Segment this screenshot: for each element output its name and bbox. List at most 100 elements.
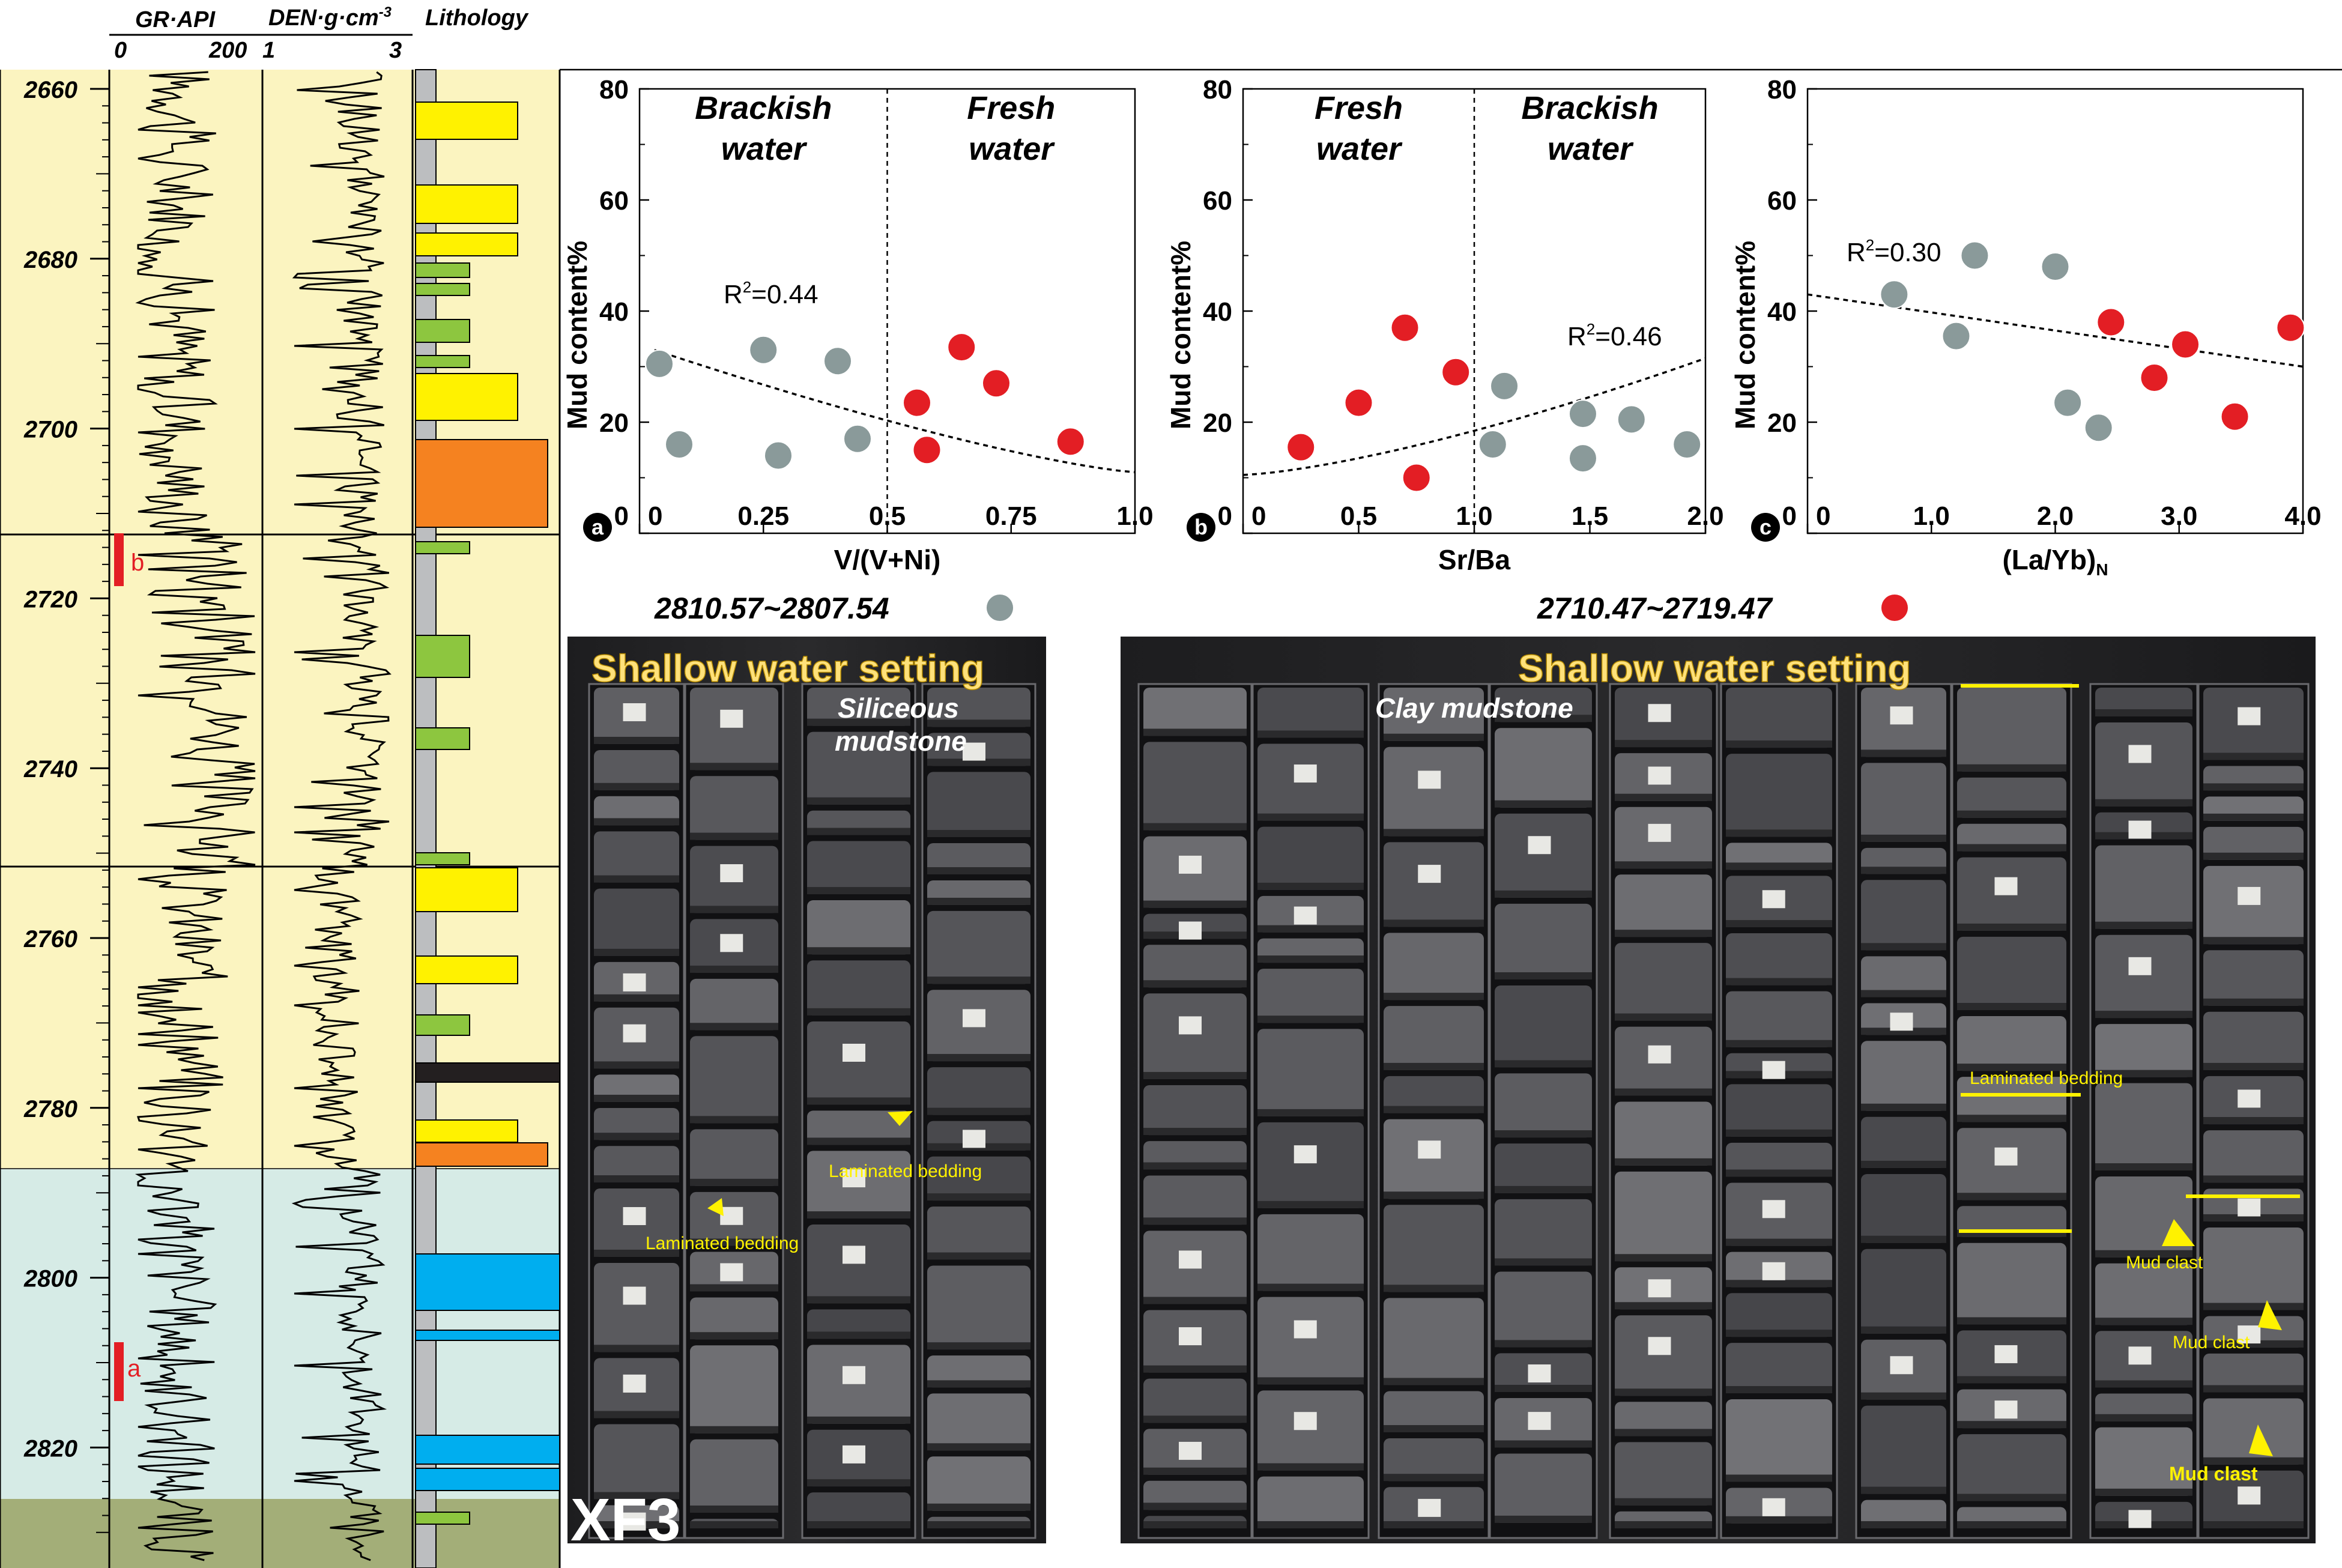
core-tag	[2238, 1486, 2261, 1505]
core-tag	[623, 973, 646, 991]
x-axis-label: Sr/Ba	[1438, 544, 1511, 575]
depth-axis: 2660 2680 2700 2720 2740 2760 2780 2800 2820	[23, 77, 109, 1533]
core-photo-right: Shallow water setting Clay mudstone Lami…	[1121, 637, 2316, 1543]
x-tick-label: 0	[1251, 501, 1266, 531]
lithology-bar-green	[415, 319, 470, 343]
core-segment	[1615, 1101, 1712, 1166]
grey-dot	[987, 595, 1013, 621]
core-tag	[623, 1207, 646, 1226]
data-point	[1617, 405, 1646, 434]
data-point	[2276, 313, 2305, 342]
svg-text:3: 3	[389, 38, 402, 63]
photo-range-right: 2710.47~2719.47	[1537, 592, 1908, 625]
core-tag	[1294, 1145, 1317, 1164]
core-tag	[963, 1130, 985, 1148]
core-tag	[1648, 704, 1671, 722]
core-segment	[690, 1297, 778, 1340]
core-tag	[1890, 1013, 1913, 1031]
panel-label-badge	[1751, 513, 1780, 542]
core-tag	[1418, 1140, 1441, 1159]
core-segment	[927, 1355, 1030, 1388]
core-segment	[1384, 933, 1484, 1000]
y-tick-label: 20	[1203, 408, 1232, 438]
den-header: DEN·g·cm-3 1 3	[262, 4, 413, 63]
core-tag	[1179, 1250, 1202, 1269]
x-tick-label: 0.25	[737, 501, 789, 531]
core-tag	[1890, 1356, 1913, 1375]
y-tick-label: 20	[1767, 408, 1797, 438]
lithology-bar-yellow	[415, 867, 518, 912]
x-tick-label: 0.5	[1340, 501, 1377, 531]
core-tag	[1179, 1441, 1202, 1460]
core-tag	[1528, 1364, 1551, 1383]
core-photo-left: Shallow water setting Siliceous mudstone…	[567, 637, 1046, 1554]
core-segment	[2203, 1227, 2304, 1310]
core-segment	[1257, 1297, 1364, 1385]
core-segment	[1726, 1293, 1832, 1337]
data-point	[1478, 430, 1507, 459]
core-tag	[1418, 770, 1441, 789]
core-segment	[1143, 1175, 1247, 1225]
core-segment	[1143, 993, 1247, 1080]
setting-label-right: Shallow water setting	[1518, 647, 1911, 690]
core-segment	[1615, 1171, 1712, 1262]
core-segment	[690, 1345, 778, 1433]
core-segment	[1495, 728, 1592, 808]
lithology-bar-green	[415, 355, 470, 368]
depth-tick-label: 2740	[23, 756, 77, 782]
setting-label-left: Shallow water setting	[592, 647, 984, 690]
core-tag	[1294, 1320, 1317, 1339]
core-segment	[807, 960, 910, 1016]
r-squared-label: R2=0.46	[1567, 320, 1662, 351]
core-tag	[623, 1374, 646, 1393]
svg-text:GR·API: GR·API	[135, 7, 216, 32]
depth-tick-label: 2700	[23, 417, 77, 443]
lithology-bar-orange	[415, 439, 548, 528]
core-segment	[1143, 1480, 1247, 1510]
core-tag	[1648, 1279, 1671, 1298]
core-tag	[623, 703, 646, 721]
panel-label-badge	[1187, 513, 1215, 542]
core-tag	[1528, 1412, 1551, 1430]
core-segment	[1957, 1077, 2066, 1122]
well-label: XF3	[570, 1486, 680, 1554]
core-segment	[927, 1206, 1030, 1260]
data-point	[1941, 321, 1971, 351]
r-squared-label: R2=0.44	[724, 278, 818, 309]
y-tick-label: 40	[1767, 297, 1797, 327]
core-segment	[1957, 688, 2066, 772]
marker-b-label: b	[131, 549, 144, 576]
lithology-bar-yellow	[415, 1119, 518, 1143]
core-segment	[1495, 903, 1592, 979]
lithology-bar-green	[415, 727, 470, 750]
core-tag	[1762, 890, 1785, 909]
lithology-header: Lithology	[425, 5, 529, 31]
core-tag	[1648, 823, 1671, 842]
core-segment	[1257, 826, 1364, 890]
annotation-mud-clast-2: Mud clast	[2173, 1333, 2250, 1352]
x-tick-label: 3.0	[2161, 501, 2197, 531]
core-segment	[2095, 845, 2192, 929]
y-axis-label: Mud content%	[1729, 241, 1761, 429]
lithology-bar-yellow	[415, 232, 518, 256]
core-segment	[1726, 754, 1832, 837]
core-tag	[1762, 1200, 1785, 1218]
core-segment	[1615, 1315, 1712, 1396]
data-point	[1960, 241, 1989, 270]
core-tag	[2128, 1346, 2152, 1365]
core-segment	[594, 749, 679, 790]
core-segment	[1384, 746, 1484, 837]
data-point	[843, 424, 872, 453]
core-segment	[1495, 813, 1592, 898]
core-segment	[1384, 688, 1484, 741]
core-tag	[1179, 855, 1202, 874]
data-point	[912, 435, 942, 465]
core-tag	[2128, 820, 2152, 839]
core-tag	[1418, 865, 1441, 883]
core-segment	[1257, 1476, 1364, 1528]
core-tag	[1648, 1337, 1671, 1355]
panel-label: c	[1760, 515, 1772, 539]
core-tag	[1994, 1147, 2018, 1166]
core-tag	[720, 1206, 743, 1225]
